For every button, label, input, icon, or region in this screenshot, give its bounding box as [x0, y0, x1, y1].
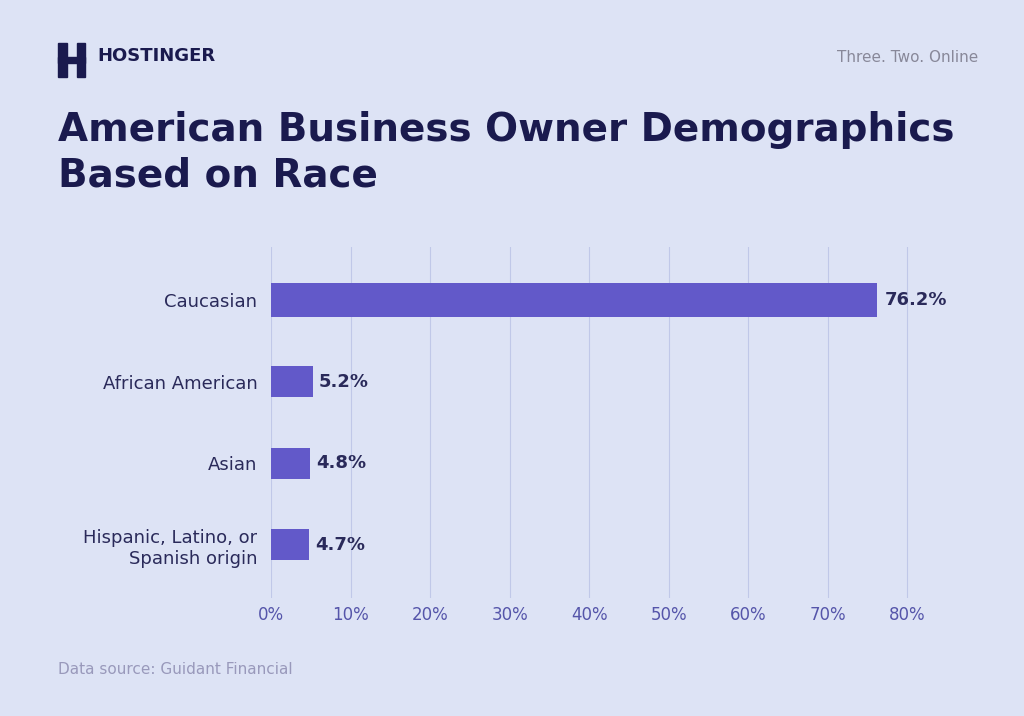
Text: 76.2%: 76.2% [885, 291, 947, 309]
Text: HOSTINGER: HOSTINGER [97, 47, 215, 64]
Bar [271, 529, 308, 561]
Bar [271, 283, 878, 317]
Text: 4.8%: 4.8% [315, 454, 366, 473]
Bar [271, 366, 312, 397]
Text: Data source: Guidant Financial: Data source: Guidant Financial [58, 662, 293, 677]
Text: American Business Owner Demographics
Based on Race: American Business Owner Demographics Bas… [58, 111, 954, 195]
Text: Three. Two. Online: Three. Two. Online [837, 50, 978, 65]
Text: 5.2%: 5.2% [319, 372, 369, 391]
Text: 4.7%: 4.7% [315, 536, 366, 554]
Bar [271, 448, 309, 479]
